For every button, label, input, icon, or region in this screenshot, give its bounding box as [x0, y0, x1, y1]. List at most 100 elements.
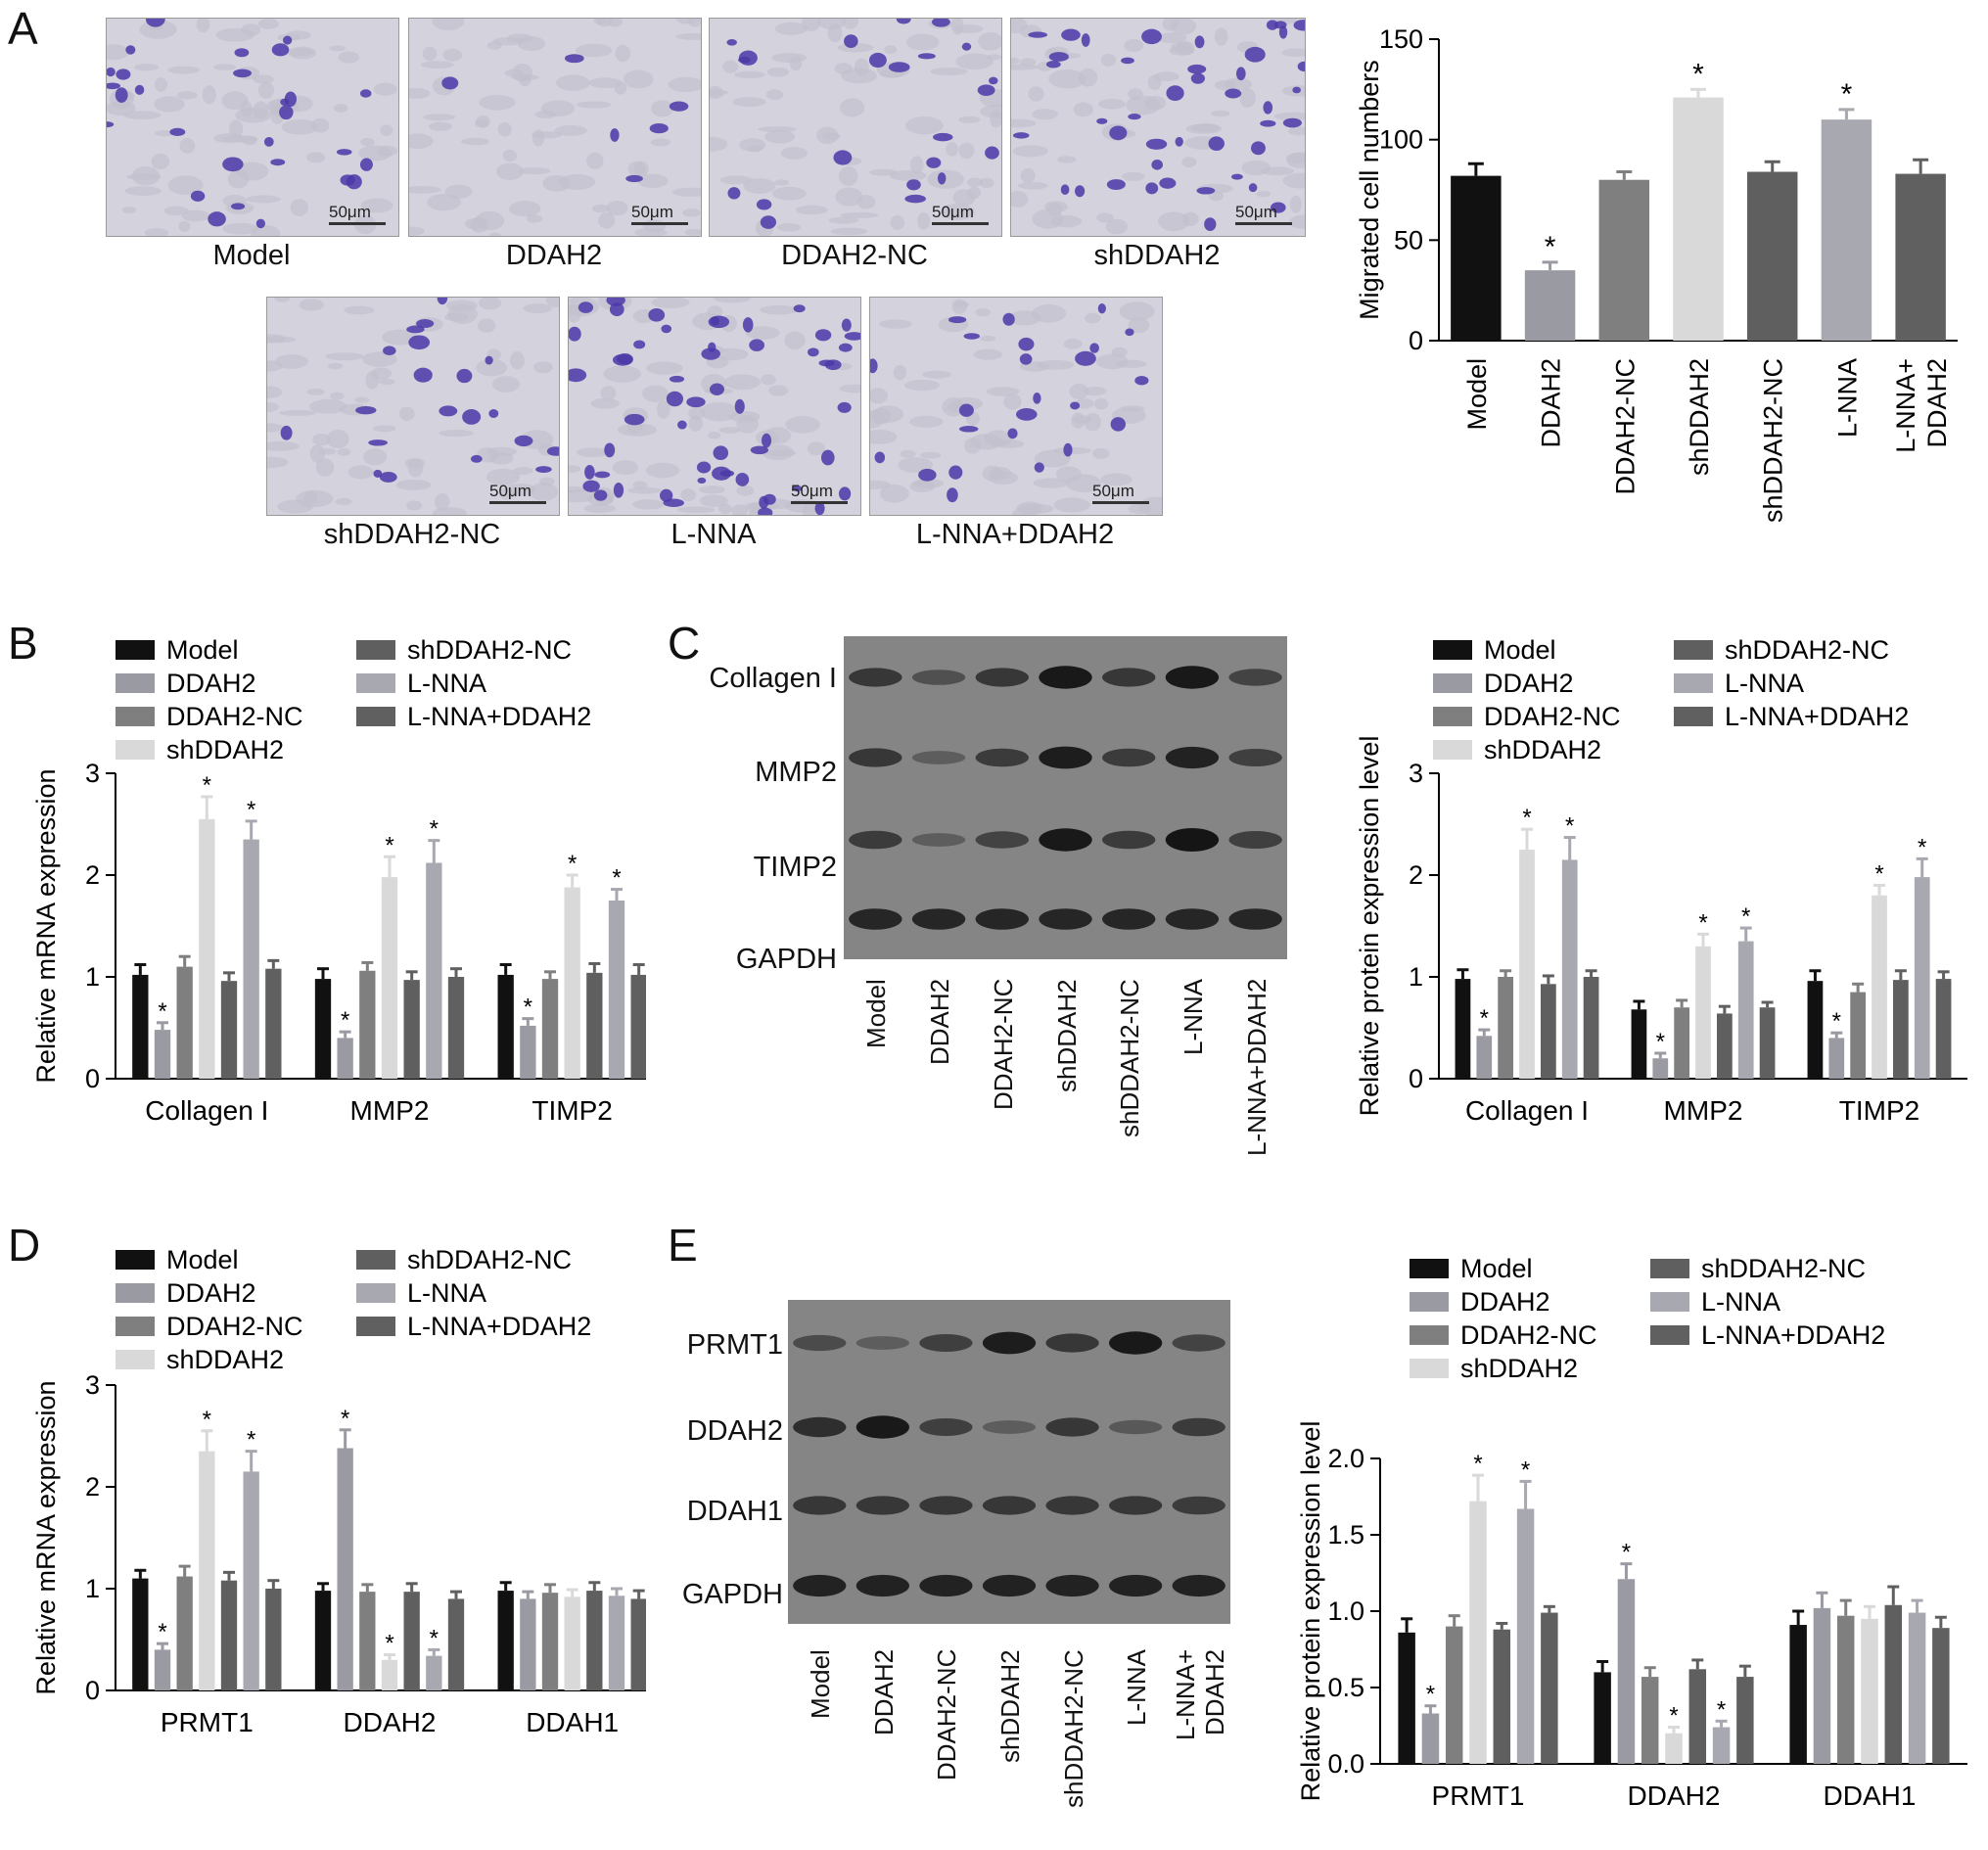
micrograph-caption-2: DDAH2-NC	[781, 240, 928, 271]
blot-band	[1165, 828, 1220, 852]
chart-c-ytick-label: 2	[1409, 860, 1423, 890]
blot-band	[982, 1574, 1037, 1597]
blot-band	[1228, 749, 1282, 766]
scale-bar-label-3: 50μm	[1235, 203, 1292, 225]
chart-b-bar	[426, 862, 442, 1079]
chart-c-bar	[1828, 1038, 1845, 1079]
blot-band	[1102, 908, 1156, 930]
chart-c-bar	[1716, 1013, 1733, 1079]
chart-b-bar	[447, 977, 465, 1079]
chart-c-bar	[1850, 992, 1867, 1079]
chart-e-legend-label-6: L-NNA+DDAH2	[1701, 1320, 1885, 1350]
chart-d-ytick-label: 3	[85, 1370, 100, 1400]
chart-c-bar	[1695, 946, 1711, 1079]
chart-b-sig-star: *	[385, 832, 393, 858]
blot-band	[975, 748, 1029, 767]
chart-c-ytick-label: 1	[1409, 962, 1423, 992]
chart-e-bar	[1688, 1669, 1707, 1764]
chart-c-bar	[1519, 850, 1535, 1079]
chart-a-category-label-2: DDAH2-NC	[1610, 358, 1640, 495]
micrograph-caption-4: shDDAH2-NC	[323, 519, 501, 550]
chart-c-legend-label-3: shDDAH2	[1484, 735, 1601, 764]
chart-e-ytick-label: 1.0	[1327, 1596, 1364, 1626]
chart-c-sig-star: *	[1741, 903, 1750, 930]
micrograph-5	[568, 297, 861, 516]
micrograph-0	[106, 18, 399, 237]
chart-c-bar	[1476, 1036, 1493, 1079]
chart-e-legend-label-2: DDAH2-NC	[1460, 1320, 1597, 1350]
chart-e-bar	[1421, 1713, 1440, 1764]
chart-d-bar	[564, 1596, 580, 1690]
blot-e-lane-label-2: DDAH2-NC	[932, 1648, 962, 1781]
chart-d-bar	[630, 1598, 646, 1690]
blot-band	[793, 1334, 847, 1352]
chart-a-ylabel: Migrated cell numbers	[1355, 60, 1384, 320]
chart-c-bar	[1737, 941, 1754, 1079]
chart-c-legend-swatch-4	[1674, 640, 1713, 660]
blot-e-lane-label-6: DDAH2	[1199, 1648, 1229, 1735]
chart-e-legend-label-5: L-NNA	[1701, 1287, 1780, 1317]
chart-c-legend-label-5: L-NNA	[1725, 669, 1804, 698]
blot-band	[1165, 746, 1220, 769]
chart-e-bar	[1861, 1618, 1878, 1764]
scale-bar-label-6: 50μm	[1092, 482, 1149, 504]
chart-c-legend-swatch-1	[1433, 673, 1472, 693]
blot-c-lane-label-6: L-NNA+DDAH2	[1241, 978, 1271, 1156]
chart-e-sig-star: *	[1521, 1457, 1530, 1483]
chart-d-legend-label-6: L-NNA+DDAH2	[407, 1312, 591, 1341]
chart-a-sig-star: *	[1841, 78, 1853, 111]
chart-e-bar	[1813, 1607, 1831, 1764]
chart-e-bar	[1789, 1625, 1807, 1764]
chart-c-bar	[1583, 977, 1599, 1079]
chart-c-legend-swatch-5	[1674, 673, 1713, 693]
chart-d-bar	[608, 1596, 625, 1690]
scale-bar-label-5: 50μm	[791, 482, 848, 504]
blot-band	[1039, 666, 1092, 689]
blot-band	[919, 1334, 973, 1352]
chart-c-sig-star: *	[1832, 1008, 1841, 1035]
chart-c-ytick-label: 3	[1409, 759, 1423, 788]
chart-b-legend-swatch-6	[356, 707, 395, 726]
chart-e-bar	[1617, 1579, 1636, 1764]
chart-a-bar	[1598, 179, 1650, 341]
blot-band	[919, 1574, 973, 1597]
blot-e-lane-label-4: shDDAH2-NC	[1058, 1649, 1088, 1808]
blot-band	[1109, 1419, 1163, 1435]
blot-band	[1102, 668, 1156, 687]
chart-e-bar	[1736, 1677, 1754, 1764]
chart-b-bar	[337, 1038, 353, 1079]
chart-d-bar	[447, 1598, 465, 1690]
blot-band	[1045, 1574, 1099, 1597]
chart-c-bar	[1455, 979, 1471, 1079]
chart-b-bar	[314, 979, 332, 1079]
chart-c-legend-label-6: L-NNA+DDAH2	[1725, 702, 1909, 731]
chart-d-legend-swatch-5	[356, 1283, 395, 1303]
micrograph-caption-3: shDDAH2	[1093, 240, 1221, 271]
blot-band	[1102, 748, 1156, 767]
chart-d-bar	[541, 1593, 559, 1690]
blot-e-lane-label-1: DDAH2	[868, 1648, 899, 1735]
blot-band	[982, 1496, 1037, 1515]
chart-e-bar	[1641, 1677, 1659, 1764]
chart-b-legend-swatch-1	[116, 673, 155, 693]
chart-a-category-label-6: DDAH2	[1922, 358, 1952, 448]
blot-e-lane-label-5: L-NNA	[1122, 1648, 1152, 1726]
western-blot-e	[788, 1300, 1230, 1624]
chart-c-legend-swatch-2	[1433, 707, 1472, 726]
chart-b-bar	[497, 974, 514, 1079]
chart-b-sig-star: *	[247, 797, 255, 823]
micrograph-4	[266, 297, 560, 516]
chart-a-bar	[1821, 119, 1872, 341]
chart-a-ytick-label: 100	[1379, 125, 1423, 155]
chart-d-sig-star: *	[341, 1406, 349, 1432]
chart-d-bar	[359, 1592, 376, 1690]
chart-e-bar	[1594, 1672, 1611, 1764]
blot-band	[1172, 1496, 1225, 1515]
chart-b-ytick-label: 3	[85, 759, 100, 788]
chart-c-sig-star: *	[1918, 834, 1926, 860]
chart-b-sig-star: *	[430, 816, 439, 843]
chart-d-legend-label-1: DDAH2	[166, 1278, 256, 1308]
chart-b-legend-label-5: L-NNA	[407, 669, 486, 698]
blot-band	[1172, 1574, 1225, 1597]
